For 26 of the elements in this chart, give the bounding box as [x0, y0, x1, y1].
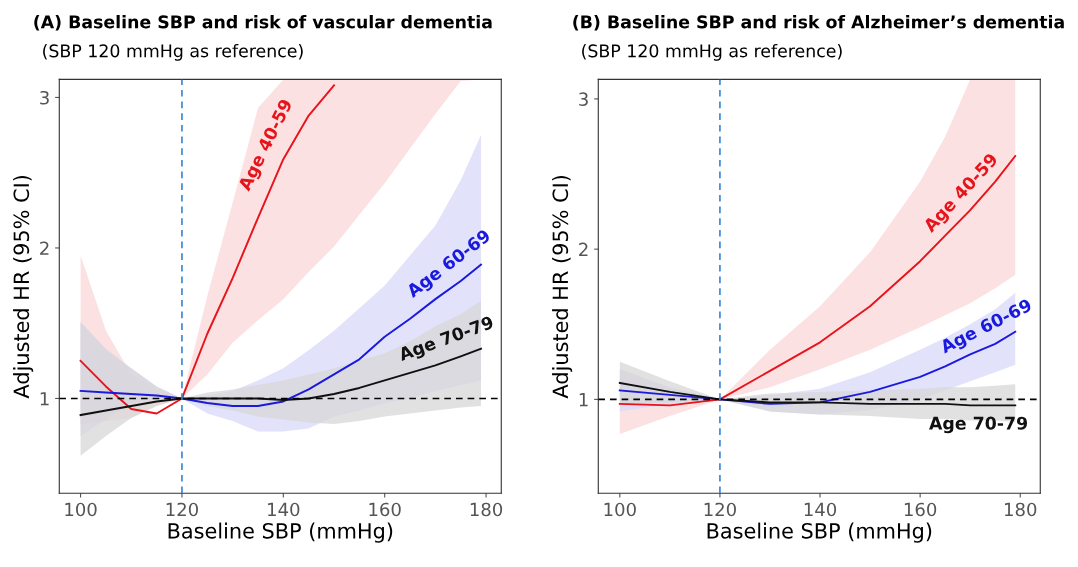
x-tick-label: 100 [65, 502, 97, 517]
x-tick-label: 140 [804, 502, 837, 517]
y-tick-label: 3 [579, 92, 588, 107]
x-tick-label: 120 [166, 502, 198, 517]
x-axis-title: Baseline SBP (mmHg) [707, 522, 932, 543]
x-tick-label: 100 [604, 502, 636, 517]
chart-subtitle: (SBP 120 mmHg as reference) [582, 43, 842, 61]
x-tick-label: 180 [470, 502, 503, 517]
y-tick-label: 3 [40, 90, 49, 105]
chart-title: (B) Baseline SBP and risk of Alzheimer’s dementia [573, 14, 1064, 31]
y-tick-label: 1 [579, 393, 588, 407]
y-tick-label: 2 [579, 242, 588, 257]
text: Age 70-79 [397, 315, 496, 365]
chart-title: (A) Baseline SBP and risk of vascular dementia [34, 14, 492, 31]
x-tick-label: 120 [704, 502, 736, 517]
y-tick-label: 2 [40, 241, 49, 255]
chart-subtitle: (SBP 120 mmHg as reference) [43, 43, 303, 61]
y-axis-title: Adjusted HR (95% CI) [552, 175, 573, 399]
x-tick-label: 160 [369, 502, 401, 517]
y-tick-label: 1 [40, 392, 49, 406]
x-tick-label: 160 [904, 502, 937, 517]
y-axis-title: Adjusted HR (95% CI) [13, 175, 34, 399]
x-tick-label: 180 [1005, 502, 1037, 517]
series-label: Age 70-79 [929, 416, 1028, 434]
x-axis-title: Baseline SBP (mmHg) [168, 522, 393, 543]
x-tick-label: 140 [268, 502, 300, 517]
